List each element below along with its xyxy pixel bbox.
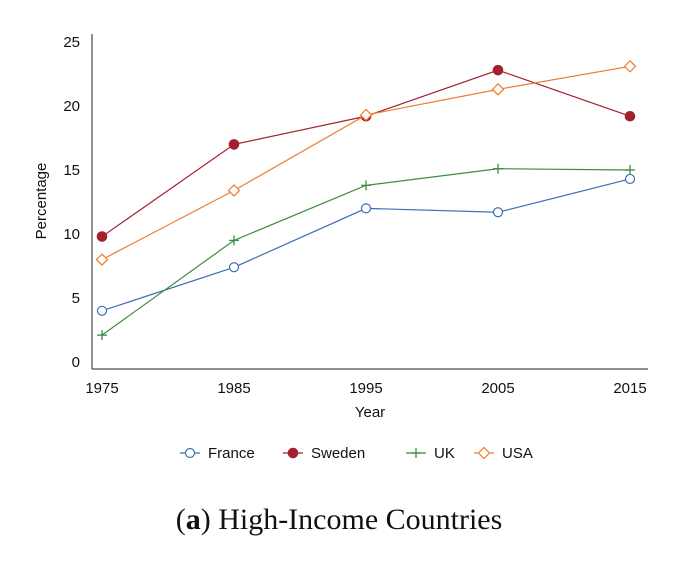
data-point-usa	[227, 184, 241, 197]
caption-open-paren: (	[175, 503, 186, 536]
data-point-france	[624, 173, 636, 185]
y-tick-label: 10	[63, 226, 80, 243]
series-line-usa	[101, 65, 631, 261]
legend-item-sweden: Sweden	[283, 445, 365, 462]
legend-label-france: France	[208, 445, 255, 462]
y-tick-label: 20	[63, 98, 80, 115]
legend-marker-france	[184, 447, 196, 459]
data-point-usa	[95, 253, 109, 266]
legend-label-sweden: Sweden	[311, 445, 365, 462]
legend-label-uk: UK	[434, 445, 455, 462]
y-tick-label: 15	[63, 162, 80, 179]
series-france	[96, 173, 636, 316]
x-tick-labels: 1975 1985 1995 2005 2015	[85, 380, 646, 397]
series-sweden	[96, 64, 636, 242]
legend-marker-usa	[477, 446, 491, 460]
data-point-uk	[625, 165, 635, 175]
data-point-sweden	[624, 110, 636, 122]
legend-label-usa: USA	[502, 445, 533, 462]
series-line-france	[101, 178, 631, 312]
y-tick-label: 0	[72, 354, 80, 371]
x-tick-label: 1995	[349, 380, 382, 397]
legend-item-uk: UK	[406, 445, 455, 462]
legend-item-france: France	[180, 445, 255, 462]
x-tick-label: 1975	[85, 380, 118, 397]
x-tick-label: 2005	[481, 380, 514, 397]
y-axis-title: Percentage	[33, 163, 50, 240]
data-point-uk	[493, 163, 503, 174]
legend-item-usa: USA	[474, 445, 533, 462]
data-point-usa	[491, 83, 505, 96]
data-point-uk	[361, 180, 371, 191]
series-line-uk	[101, 168, 631, 336]
caption-label: a	[185, 503, 201, 536]
data-point-france	[360, 203, 372, 214]
y-tick-labels: 0 5 10 15 20 25	[63, 34, 80, 371]
series-usa	[95, 59, 637, 266]
x-axis-title: Year	[355, 404, 385, 421]
data-point-usa	[623, 59, 637, 73]
data-point-uk	[97, 330, 107, 341]
data-point-france	[492, 207, 504, 218]
y-tick-label: 5	[72, 290, 80, 307]
data-point-sweden	[228, 139, 240, 150]
caption-text: High-Income Countries	[210, 503, 503, 536]
data-point-sweden	[492, 64, 504, 76]
caption-close-paren: )	[200, 503, 211, 536]
x-tick-label: 2015	[613, 380, 646, 397]
data-point-sweden	[96, 231, 108, 242]
legend-marker-uk	[411, 448, 421, 458]
data-point-uk	[229, 235, 239, 246]
figure-caption: (a) High-Income Countries	[0, 503, 678, 537]
x-tick-label: 1985	[217, 380, 250, 397]
data-point-france	[96, 305, 108, 316]
series-layer	[95, 59, 637, 341]
y-tick-label: 25	[63, 34, 80, 51]
data-point-usa	[359, 108, 373, 122]
legend: France Sweden UK USA	[180, 445, 533, 462]
series-uk	[97, 163, 635, 341]
legend-marker-sweden	[287, 447, 299, 459]
data-point-france	[228, 262, 240, 273]
